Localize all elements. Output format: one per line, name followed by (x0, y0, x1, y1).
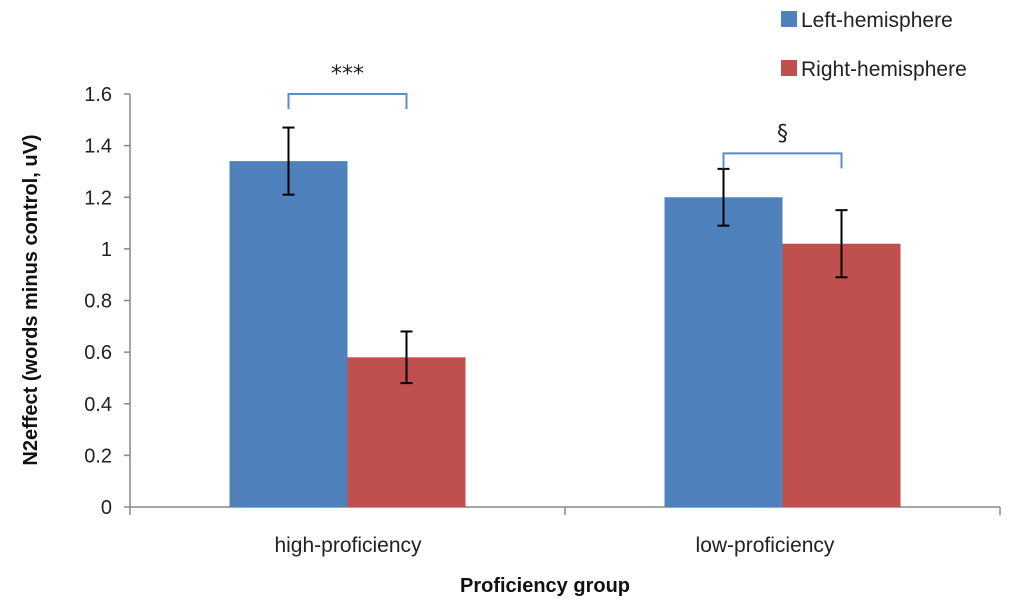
bars (229, 161, 901, 508)
y-tick-label: 0.6 (84, 342, 112, 364)
y-tick-label: 0.2 (84, 445, 112, 467)
x-axis-title: Proficiency group (460, 575, 630, 597)
category-label-high: high-proficiency (274, 534, 422, 557)
bar-left-1 (664, 197, 783, 507)
significance-label: *** (331, 62, 364, 87)
y-axis-title: N2effect (words minus control, uV) (20, 134, 42, 465)
legend-label-left: Left-hemisphere (801, 9, 953, 32)
y-axis-ticks: 0 0.2 0.4 0.6 0.8 1 1.2 1.4 1.6 (84, 84, 130, 519)
y-tick-label: 0.8 (84, 291, 112, 313)
legend-swatch-right (781, 60, 797, 76)
bar-left-0 (229, 161, 348, 508)
category-label-low: low-proficiency (696, 534, 835, 557)
legend-label-right: Right-hemisphere (801, 58, 967, 81)
y-tick-label: 0.4 (84, 394, 112, 416)
significance-label: § (777, 121, 788, 146)
y-tick-label: 1.2 (84, 187, 112, 209)
legend: Left-hemisphere Right-hemisphere (781, 9, 967, 81)
bar-right-1 (782, 243, 901, 507)
y-tick-label: 1.4 (84, 136, 112, 158)
y-tick-label: 0 (101, 497, 112, 519)
y-tick-label: 1.6 (84, 84, 112, 106)
significance-bracket (287, 93, 408, 109)
significance-markers: *** § (287, 62, 843, 169)
significance-bracket (722, 152, 843, 169)
y-tick-label: 1 (101, 239, 112, 261)
legend-swatch-left (781, 11, 797, 27)
error-bars (282, 126, 848, 385)
